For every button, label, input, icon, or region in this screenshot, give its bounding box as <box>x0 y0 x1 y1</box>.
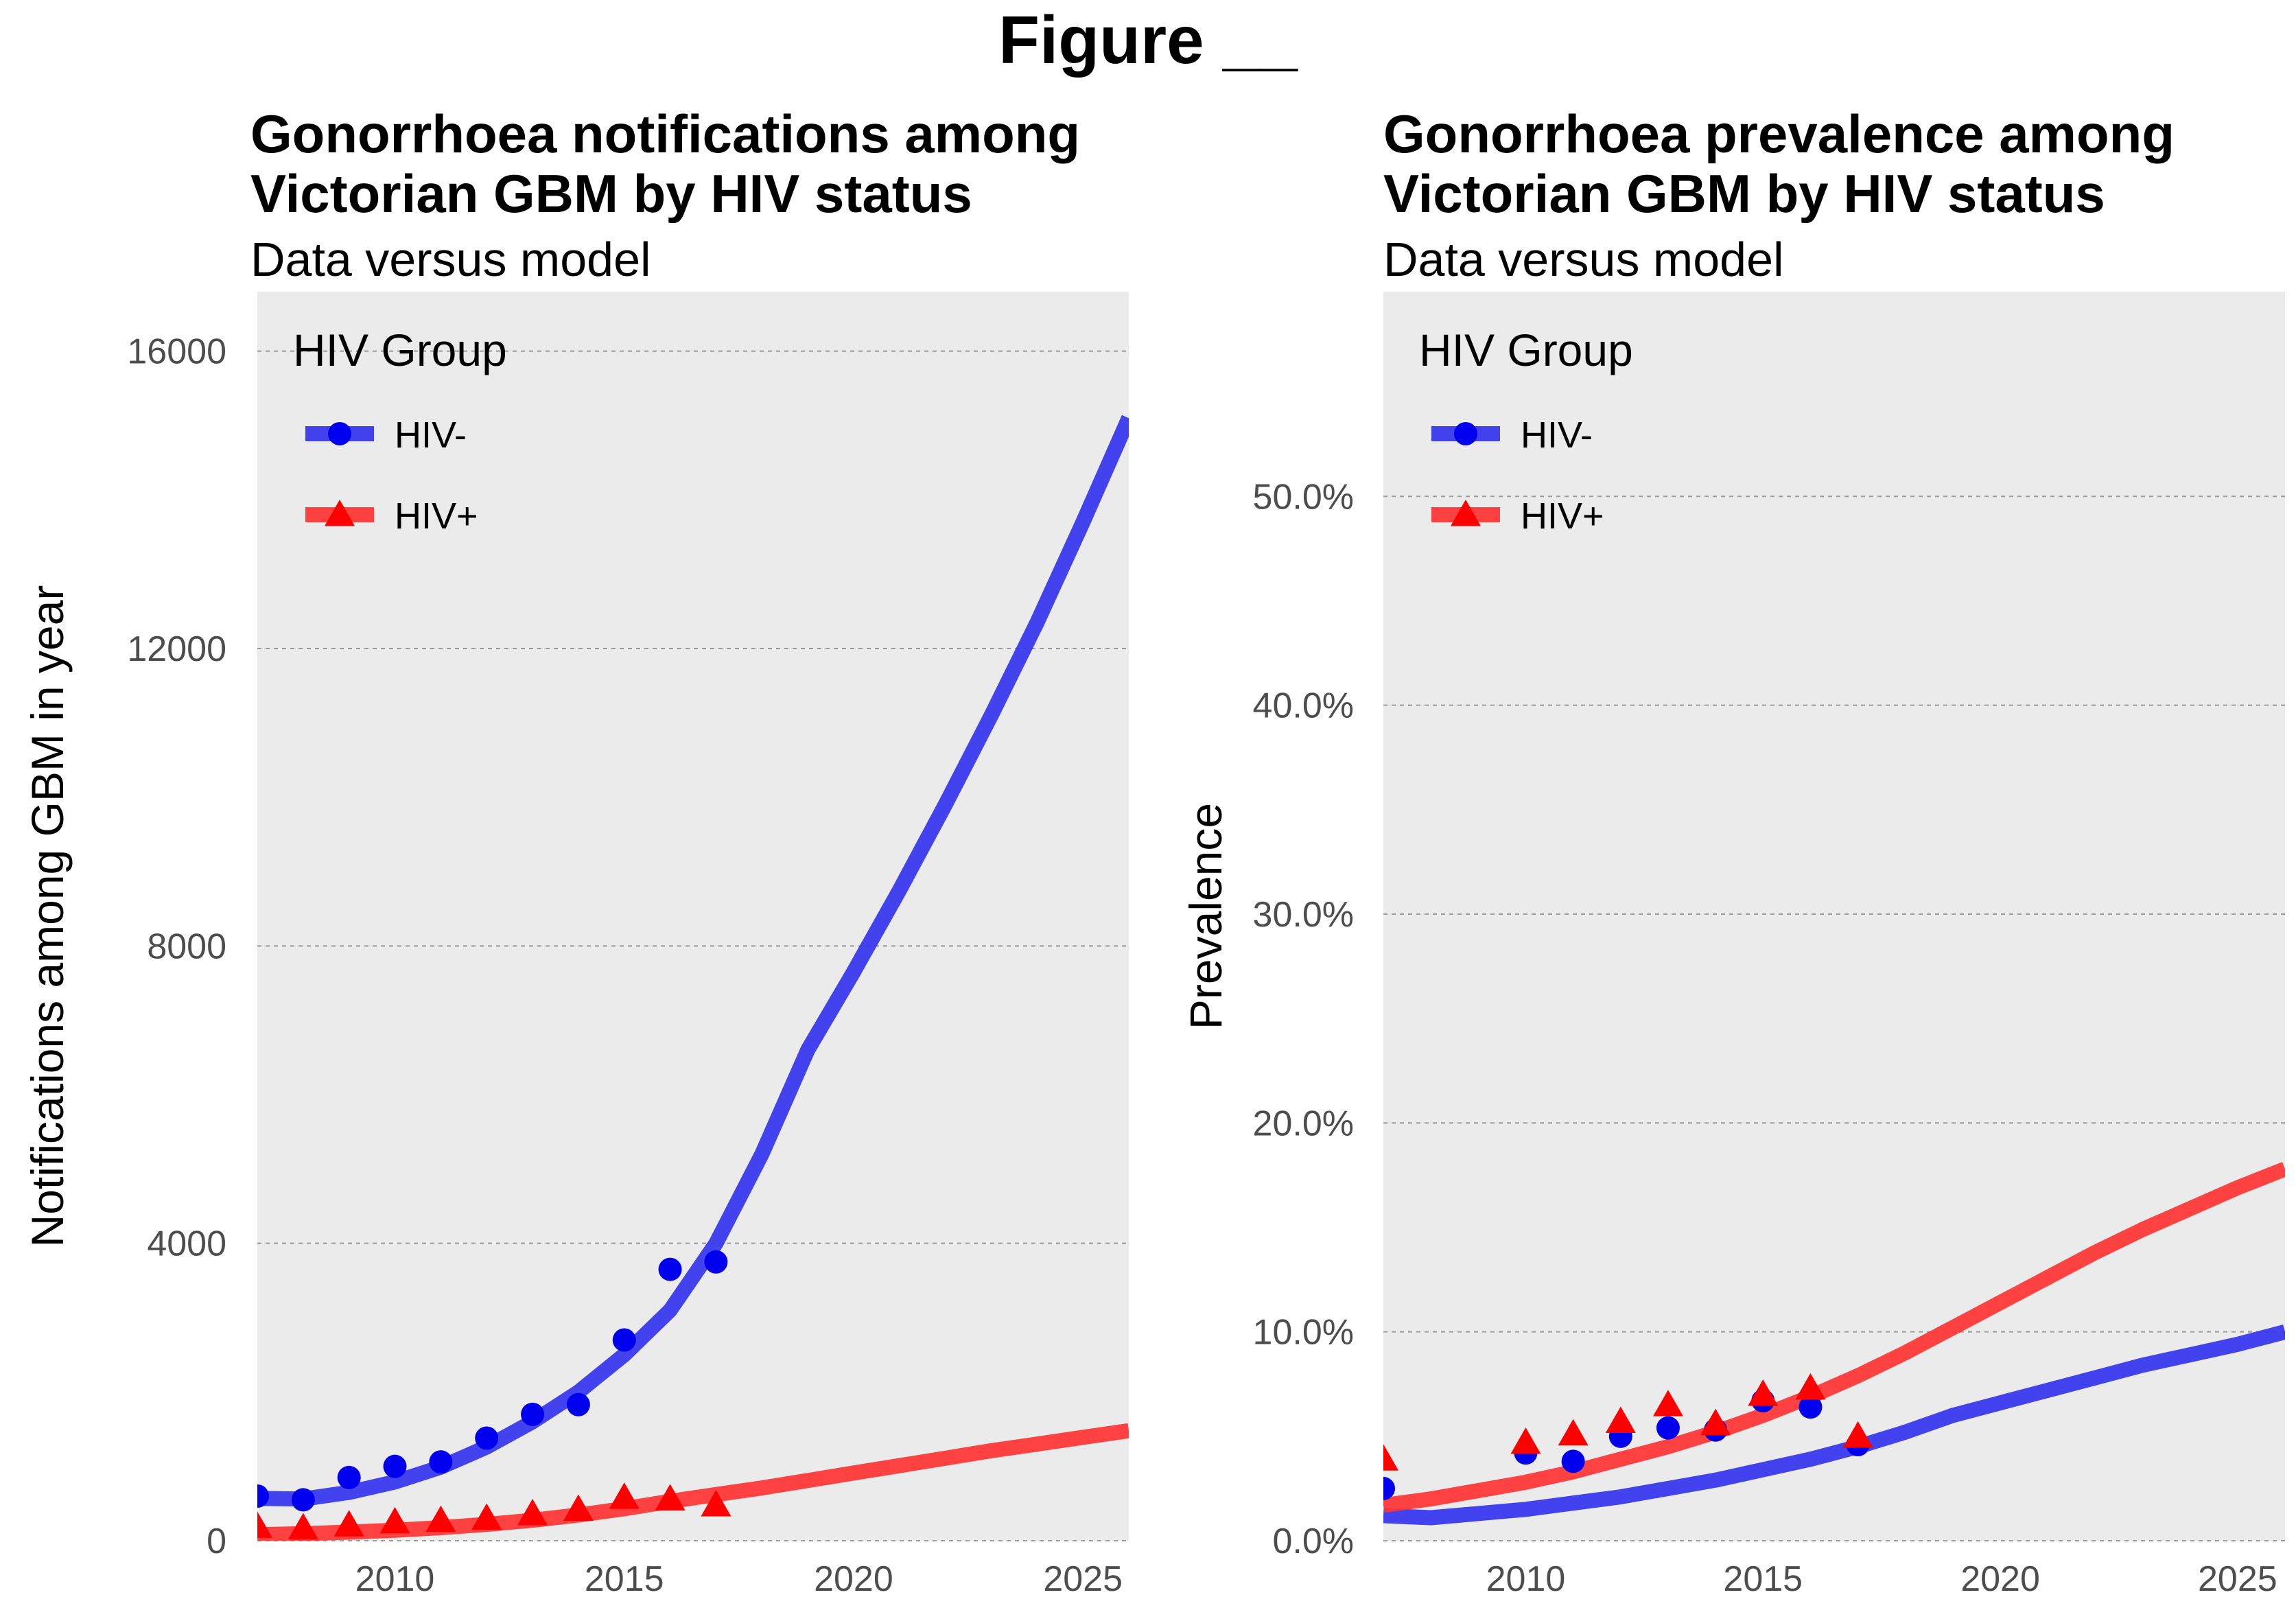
data-point-hiv-negative <box>521 1402 545 1426</box>
data-point-hiv-negative <box>1799 1395 1823 1419</box>
legend-key-marker-hiv-positive <box>325 500 355 526</box>
data-point-hiv-positive <box>333 1510 364 1537</box>
y-tick-label: 0 <box>207 1521 226 1561</box>
data-point-hiv-negative <box>475 1426 499 1450</box>
data-point-hiv-positive <box>257 1511 272 1538</box>
x-tick-label: 2025 <box>1043 1559 1123 1599</box>
notifications-chart: Gonorrhoea notifications amongVictorian … <box>22 104 1129 1599</box>
y-tick-label: 0.0% <box>1272 1521 1354 1561</box>
data-point-hiv-positive <box>288 1513 318 1540</box>
data-point-hiv-negative <box>1656 1416 1680 1440</box>
data-point-hiv-negative <box>383 1454 407 1478</box>
x-tick-label: 2020 <box>1960 1559 2040 1599</box>
data-point-hiv-positive <box>655 1484 686 1511</box>
data-point-hiv-positive <box>425 1505 456 1532</box>
legend-label-hiv-positive: HIV+ <box>1521 495 1604 537</box>
x-tick-label: 2010 <box>1486 1559 1566 1599</box>
y-tick-label: 16000 <box>127 332 226 372</box>
y-tick-label: 50.0% <box>1253 477 1354 517</box>
data-point-hiv-positive <box>379 1506 410 1534</box>
legend-label-hiv-negative: HIV- <box>1521 415 1593 456</box>
legend-title: HIV Group <box>1419 325 1633 375</box>
data-point-hiv-negative <box>257 1484 269 1508</box>
data-point-hiv-negative <box>1561 1449 1585 1473</box>
y-tick-label: 8000 <box>147 926 226 966</box>
plot-background <box>257 292 1129 1541</box>
data-point-hiv-positive <box>1558 1419 1589 1446</box>
x-tick-label: 2010 <box>355 1559 435 1599</box>
data-point-hiv-negative <box>429 1450 453 1474</box>
model-line-hiv-positive <box>1383 1162 2285 1513</box>
data-point-hiv-negative <box>658 1257 682 1281</box>
data-point-hiv-negative <box>566 1392 590 1416</box>
plot-area <box>1383 1162 2285 1526</box>
legend-key-marker-hiv-negative <box>1454 422 1477 445</box>
data-point-hiv-positive <box>563 1494 594 1521</box>
data-point-hiv-positive <box>1795 1373 1826 1400</box>
data-point-hiv-positive <box>701 1490 731 1517</box>
plot-area <box>257 415 1129 1541</box>
y-tick-label: 20.0% <box>1253 1104 1354 1143</box>
data-point-hiv-negative <box>337 1465 361 1489</box>
chart-title-line: Victorian GBM by HIV status <box>1383 163 2105 224</box>
legend-label-hiv-positive: HIV+ <box>395 495 478 537</box>
figure-title: Figure __ <box>998 2 1298 78</box>
data-point-hiv-positive <box>517 1499 548 1526</box>
x-tick-label: 2020 <box>814 1559 893 1599</box>
data-point-hiv-negative <box>704 1250 728 1274</box>
y-tick-label: 4000 <box>147 1224 226 1264</box>
plot-background <box>1383 292 2285 1541</box>
model-line-hiv-negative <box>257 415 1129 1507</box>
data-point-hiv-negative <box>612 1328 636 1352</box>
chart-title-line: Gonorrhoea prevalence among <box>1383 104 2175 164</box>
data-point-hiv-positive <box>1383 1444 1398 1471</box>
data-point-hiv-negative <box>1383 1476 1395 1500</box>
data-point-hiv-positive <box>471 1503 502 1530</box>
data-point-hiv-positive <box>1700 1408 1731 1436</box>
data-point-hiv-negative <box>291 1488 315 1512</box>
x-tick-label: 2025 <box>2198 1559 2277 1599</box>
y-axis-label: Prevalence <box>1180 803 1231 1029</box>
data-point-hiv-positive <box>1652 1390 1683 1416</box>
data-point-hiv-positive <box>1510 1427 1541 1454</box>
data-point-hiv-positive <box>1605 1406 1636 1434</box>
model-line-hiv-negative <box>1383 1325 2285 1526</box>
legend-title: HIV Group <box>293 325 507 375</box>
data-point-hiv-positive <box>609 1482 640 1509</box>
legend-label-hiv-negative: HIV- <box>395 415 467 456</box>
x-tick-label: 2015 <box>585 1559 664 1599</box>
legend-key-marker-hiv-positive <box>1451 500 1481 526</box>
chart-title-line: Victorian GBM by HIV status <box>250 163 972 224</box>
y-tick-label: 10.0% <box>1253 1313 1354 1353</box>
data-point-hiv-positive <box>1748 1379 1779 1406</box>
data-point-hiv-positive <box>1842 1421 1873 1448</box>
y-axis-label: Notifications among GBM in year <box>22 585 73 1248</box>
legend-key-marker-hiv-negative <box>328 422 351 445</box>
y-tick-label: 40.0% <box>1253 686 1354 726</box>
y-tick-label: 12000 <box>127 629 226 669</box>
chart-subtitle: Data versus model <box>1383 233 1784 286</box>
chart-title-line: Gonorrhoea notifications among <box>250 104 1080 164</box>
chart-subtitle: Data versus model <box>250 233 651 286</box>
x-tick-label: 2015 <box>1723 1559 1803 1599</box>
y-tick-label: 30.0% <box>1253 895 1354 935</box>
